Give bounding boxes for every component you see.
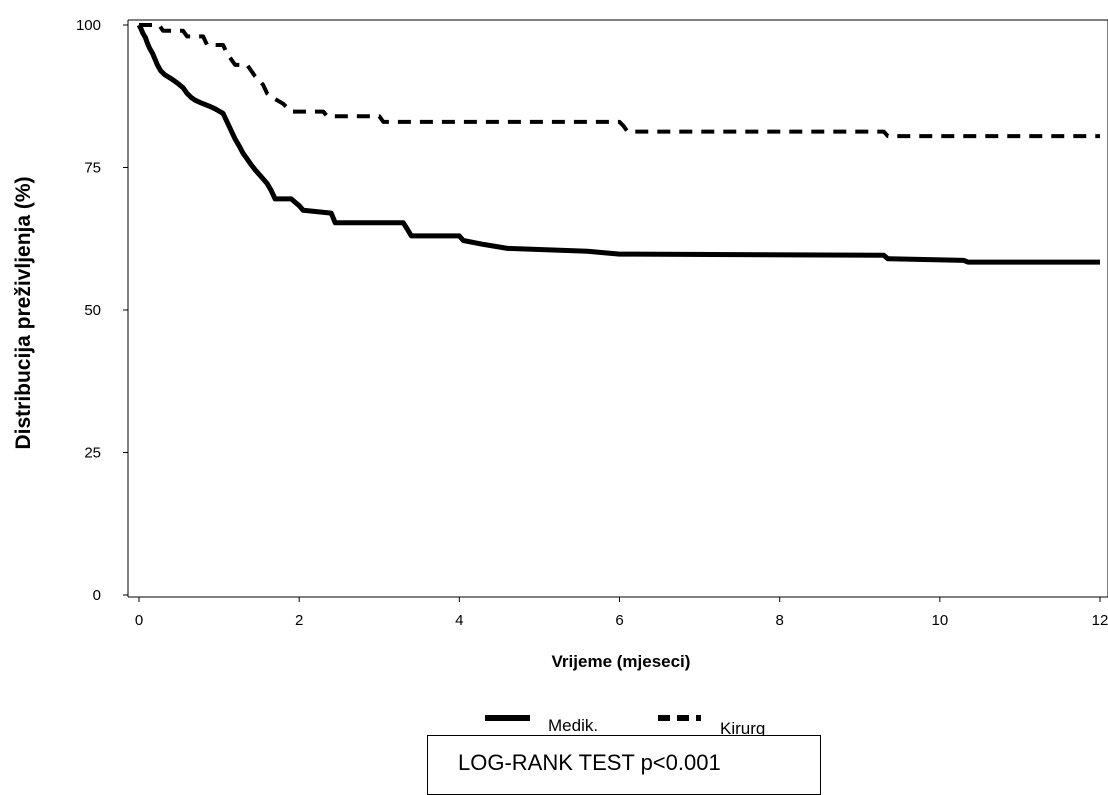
axes: 0 25 50 75 100 0 2 4 6 8 10 12 — [76, 17, 1108, 629]
x-tick-label: 12 — [1092, 612, 1108, 629]
series-line-kirurg — [139, 23, 1100, 139]
y-tick-label: 75 — [84, 160, 101, 177]
x-axis-title: Vrijeme (mjeseci) — [552, 652, 691, 671]
x-tick-label: 4 — [455, 612, 463, 629]
x-tick-label: 6 — [615, 612, 623, 629]
y-tick-label: 25 — [84, 445, 101, 462]
series-line-medik — [136, 23, 1100, 265]
legend-label-kirurg: Kirurg — [720, 719, 765, 738]
y-axis-title: Distribucija preživljenja (%) — [12, 176, 35, 449]
y-tick-label: 50 — [84, 302, 101, 319]
x-tick-label: 8 — [775, 612, 783, 629]
log-rank-test-box: LOG-RANK TEST p<0.001 — [427, 735, 821, 795]
x-tick-label: 0 — [135, 612, 143, 629]
x-tick-label: 10 — [931, 612, 948, 629]
y-tick-label: 0 — [93, 587, 101, 604]
series-layer — [136, 23, 1100, 265]
y-tick-label: 100 — [76, 17, 101, 34]
legend: Medik. Kirurg — [485, 715, 765, 738]
x-tick-label: 2 — [295, 612, 303, 629]
legend-label-medik: Medik. — [548, 716, 598, 735]
log-rank-test-text: LOG-RANK TEST p<0.001 — [458, 750, 721, 775]
